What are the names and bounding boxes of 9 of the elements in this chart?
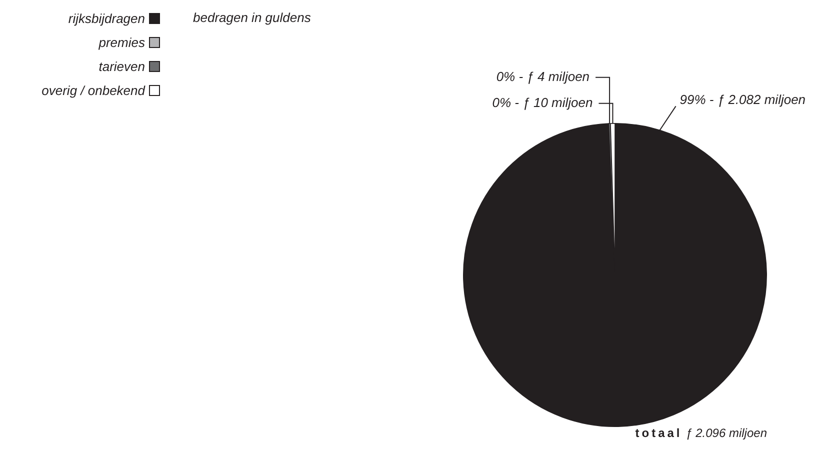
- text: totaal ƒ 2.096 miljoen: [635, 426, 767, 440]
- legend-label: rijksbijdragen: [68, 10, 145, 26]
- legend-label: overig / onbekend: [42, 82, 145, 98]
- data-label: 99% - ƒ 2.082 miljoen: [680, 92, 806, 107]
- legend-label: tarieven: [98, 58, 145, 74]
- data-label: 0% - ƒ 4 miljoen: [496, 69, 590, 84]
- data-label: 0% - ƒ 10 miljoen: [492, 95, 593, 110]
- legend-label: premies: [98, 34, 145, 50]
- chart-subtitle: bedragen in guldens: [193, 10, 311, 25]
